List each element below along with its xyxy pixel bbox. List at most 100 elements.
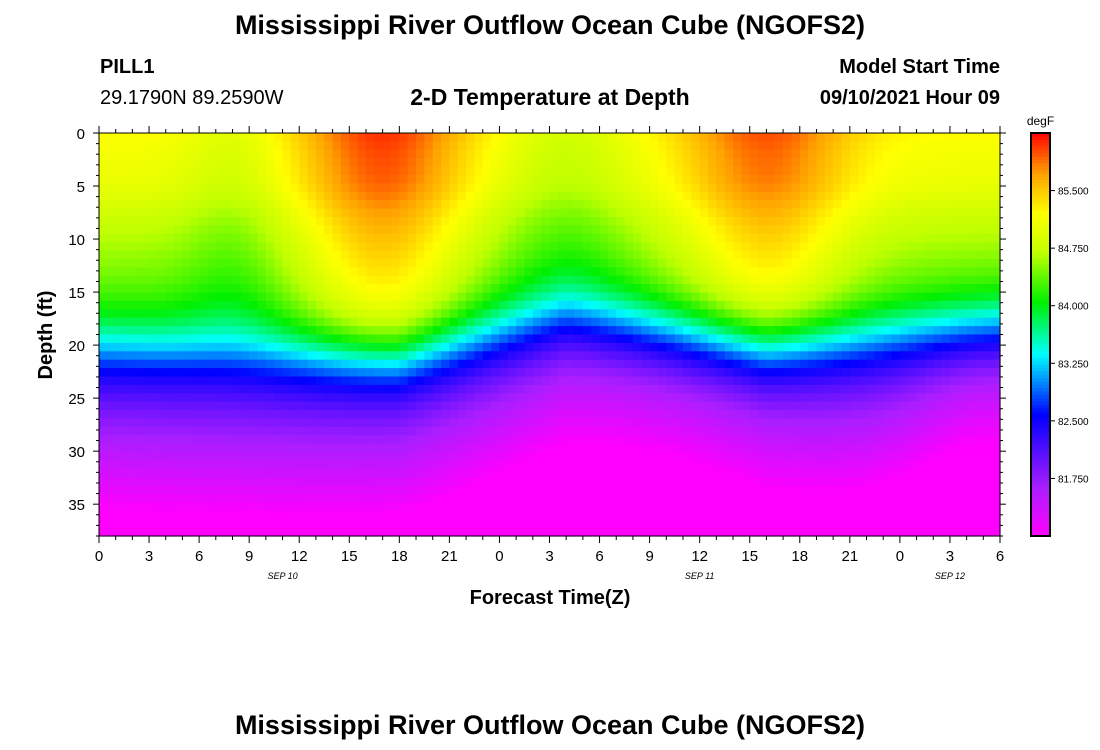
heat-cell <box>165 300 175 310</box>
heat-cell <box>149 284 158 294</box>
heat-cell <box>741 275 751 285</box>
heat-cell <box>290 351 300 361</box>
heat-cell <box>574 393 584 403</box>
heat-cell <box>199 494 209 504</box>
heat-cell <box>257 166 267 176</box>
heat-cell <box>441 485 450 495</box>
heat-cell <box>599 443 609 453</box>
heat-cell <box>299 317 309 327</box>
heat-cell <box>816 452 826 462</box>
heat-cell <box>899 216 909 226</box>
heat-cell <box>449 149 459 159</box>
heat-cell <box>165 183 175 193</box>
heat-cell <box>124 351 133 361</box>
heat-cell <box>499 216 509 226</box>
heat-cell <box>833 250 843 260</box>
heat-cell <box>474 485 484 495</box>
heat-cell <box>265 426 275 436</box>
heat-cell <box>499 452 509 462</box>
heat-cell <box>140 485 150 495</box>
heat-cell <box>733 494 742 504</box>
heat-cell <box>357 510 367 520</box>
heat-cell <box>682 200 692 210</box>
heat-cell <box>482 342 492 352</box>
heat-cell <box>841 435 851 445</box>
heat-cell <box>883 183 893 193</box>
heat-cell <box>849 452 859 462</box>
heat-cell <box>482 292 492 302</box>
heat-cell <box>724 292 734 302</box>
heat-cell <box>315 133 325 142</box>
heat-cell <box>866 435 876 445</box>
heat-cell <box>541 141 551 151</box>
heat-cell <box>624 485 634 495</box>
heat-cell <box>99 250 108 260</box>
heat-cell <box>699 200 709 210</box>
heat-cell <box>390 426 400 436</box>
heat-cell <box>591 267 601 277</box>
heat-cell <box>99 141 108 151</box>
heat-cell <box>382 452 392 462</box>
heat-cell <box>407 460 417 470</box>
heat-cell <box>632 275 642 285</box>
heat-cell <box>591 300 601 310</box>
heat-cell <box>858 502 868 512</box>
heat-cell <box>499 334 509 344</box>
heat-cell <box>933 435 943 445</box>
heat-cell <box>674 242 684 252</box>
heat-cell <box>591 510 601 520</box>
heat-cell <box>315 292 325 302</box>
heat-cell <box>516 502 526 512</box>
heat-cell <box>641 460 651 470</box>
heat-cell <box>390 351 400 361</box>
heat-cell <box>758 510 767 520</box>
heat-cell <box>424 359 434 369</box>
heat-cell <box>199 225 209 235</box>
heat-cell <box>190 275 200 285</box>
heat-cell <box>224 376 234 386</box>
heat-cell <box>349 376 359 386</box>
heat-cell <box>849 309 859 319</box>
heat-cell <box>507 359 517 369</box>
heat-cell <box>632 510 642 520</box>
heat-cell <box>582 342 592 352</box>
heat-cell <box>474 309 484 319</box>
heat-cell <box>599 485 609 495</box>
heat-cell <box>541 267 551 277</box>
heat-cell <box>641 519 651 529</box>
heat-cell <box>416 208 425 218</box>
heat-cell <box>833 158 843 168</box>
heat-cell <box>249 393 259 403</box>
heat-cell <box>299 133 309 142</box>
heat-cell <box>908 435 918 445</box>
heat-cell <box>207 250 217 260</box>
heat-cell <box>407 216 417 226</box>
heat-cell <box>841 133 851 142</box>
heat-cell <box>224 309 234 319</box>
heat-cell <box>290 410 300 420</box>
heat-cell <box>749 519 759 529</box>
heat-cell <box>340 300 350 310</box>
heat-cell <box>257 401 267 411</box>
heat-cell <box>549 342 559 352</box>
heat-cell <box>99 359 108 369</box>
heat-cell <box>908 216 918 226</box>
heat-cell <box>499 460 509 470</box>
heat-cell <box>382 317 392 327</box>
heat-cell <box>924 401 934 411</box>
heat-cell <box>466 418 476 428</box>
heat-cell <box>165 443 175 453</box>
heat-cell <box>174 208 184 218</box>
heat-cell <box>307 267 317 277</box>
heat-cell <box>441 510 450 520</box>
heat-cell <box>916 216 926 226</box>
heat-cell <box>466 174 476 184</box>
heat-cell <box>290 435 300 445</box>
heat-cell <box>716 174 726 184</box>
heat-cell <box>641 174 651 184</box>
heat-cell <box>240 418 250 428</box>
heat-cell <box>783 376 793 386</box>
heat-cell <box>891 351 901 361</box>
heat-cell <box>149 208 158 218</box>
heat-cell <box>541 183 551 193</box>
